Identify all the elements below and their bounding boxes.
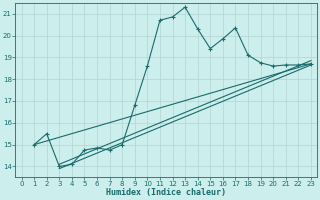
X-axis label: Humidex (Indice chaleur): Humidex (Indice chaleur): [106, 188, 226, 197]
